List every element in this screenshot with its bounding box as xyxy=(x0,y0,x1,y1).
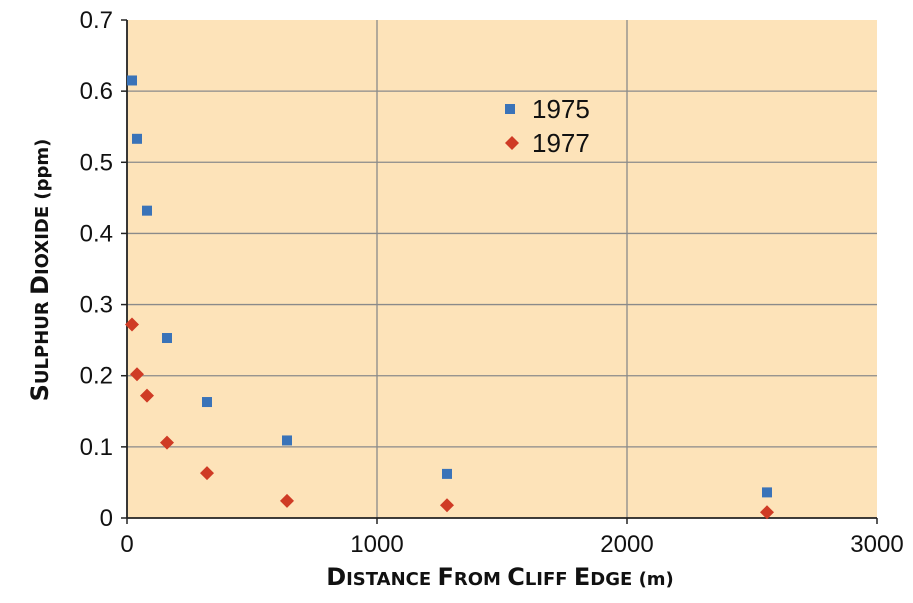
y-tick-label: 0.7 xyxy=(80,7,113,34)
data-point-1975 xyxy=(142,205,152,216)
y-axis-ticks: 0 0.1 0.2 0.3 0.4 0.5 0.6 0.7 xyxy=(80,7,128,532)
x-tick-label: 2000 xyxy=(600,531,653,558)
data-point-1977 xyxy=(200,466,214,481)
x-axis-title: DISTANCE FROM CLIFF EDGE (m) xyxy=(326,563,674,591)
data-point-1975 xyxy=(132,133,142,144)
legend-marker-1977 xyxy=(505,136,519,150)
data-points xyxy=(125,75,774,520)
x-tick-label: 1000 xyxy=(350,531,403,558)
data-point-1977 xyxy=(125,317,139,332)
legend-marker-1975 xyxy=(505,104,515,114)
x-tick-label: 0 xyxy=(120,531,133,558)
y-tick-label: 0.6 xyxy=(80,78,113,105)
y-tick-label: 0.1 xyxy=(80,434,113,461)
data-point-1975 xyxy=(282,435,292,446)
data-point-1977 xyxy=(440,498,454,513)
y-tick-label: 0.5 xyxy=(80,149,113,176)
x-axis-ticks: 0 1000 2000 3000 xyxy=(120,517,904,558)
data-point-1977 xyxy=(160,435,174,450)
data-point-1975 xyxy=(762,487,772,498)
y-tick-label: 0.4 xyxy=(80,220,113,247)
y-axis-title: SULPHUR DIOXIDE (ppm) xyxy=(26,139,54,402)
legend: 1975 1977 xyxy=(505,94,590,158)
data-point-1975 xyxy=(162,333,172,344)
data-point-1975 xyxy=(127,75,137,86)
grid-lines xyxy=(127,20,877,518)
legend-label-1975: 1975 xyxy=(532,94,590,124)
data-point-1977 xyxy=(760,505,774,520)
plot-area xyxy=(127,20,877,518)
data-point-1977 xyxy=(280,493,294,508)
data-point-1975 xyxy=(442,468,452,479)
legend-label-1977: 1977 xyxy=(532,128,590,158)
data-point-1975 xyxy=(202,397,212,408)
y-tick-label: 0.2 xyxy=(80,363,113,390)
data-point-1977 xyxy=(130,367,144,382)
data-point-1977 xyxy=(140,388,154,403)
x-tick-label: 3000 xyxy=(850,531,903,558)
y-tick-label: 0 xyxy=(100,505,113,532)
y-tick-label: 0.3 xyxy=(80,292,113,319)
